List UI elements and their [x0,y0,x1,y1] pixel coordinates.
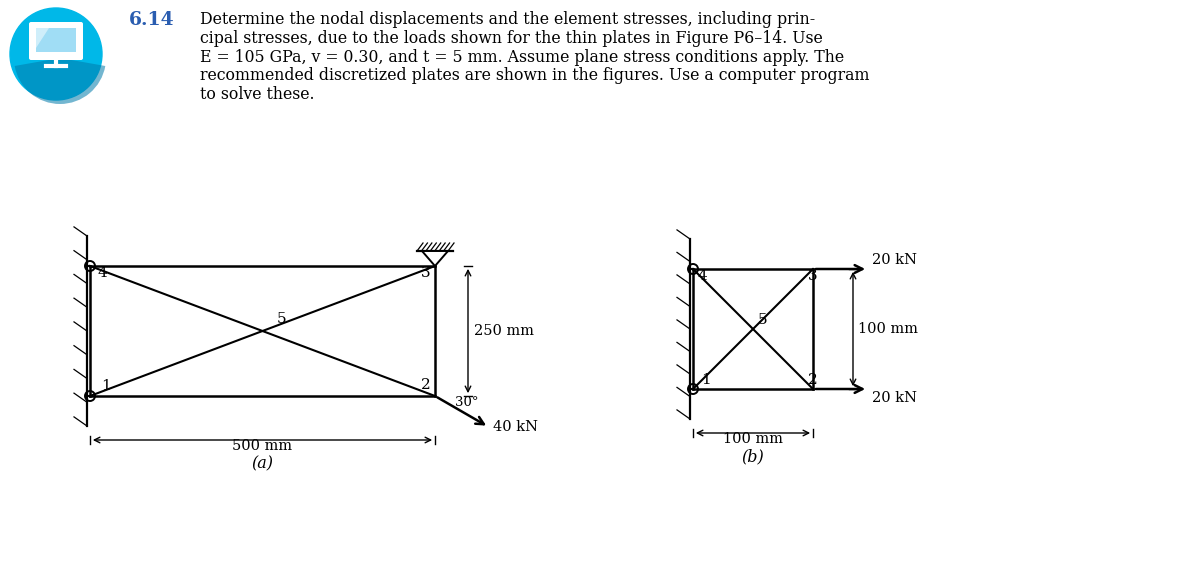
Wedge shape [14,58,106,104]
Text: 4: 4 [98,266,108,280]
Text: 1: 1 [101,379,110,393]
Text: (b): (b) [742,448,764,465]
Text: 5: 5 [276,312,286,326]
Text: to solve these.: to solve these. [200,86,314,103]
Text: 30°: 30° [455,396,479,409]
Circle shape [10,8,102,100]
Text: cipal stresses, due to the loads shown for the thin plates in Figure P6–14. Use: cipal stresses, due to the loads shown f… [200,30,823,47]
Text: 4: 4 [698,269,708,283]
Text: Determine the nodal displacements and the element stresses, including prin-: Determine the nodal displacements and th… [200,11,815,28]
Text: 20 kN: 20 kN [872,391,917,405]
Text: E = 105 GPa, v = 0.30, and t = 5 mm. Assume plane stress conditions apply. The: E = 105 GPa, v = 0.30, and t = 5 mm. Ass… [200,48,844,65]
Polygon shape [36,28,49,48]
Text: 5: 5 [758,313,768,327]
Text: 1: 1 [701,373,710,387]
Text: (a): (a) [252,455,274,472]
Text: 3: 3 [808,269,817,283]
Text: recommended discretized plates are shown in the figures. Use a computer program: recommended discretized plates are shown… [200,67,870,85]
FancyBboxPatch shape [29,22,83,60]
Text: 6.14: 6.14 [130,11,175,29]
Polygon shape [422,251,448,266]
Text: 250 mm: 250 mm [474,324,534,338]
Bar [36,28,76,52]
Text: 20 kN: 20 kN [872,253,917,267]
Text: 500 mm: 500 mm [233,439,293,453]
Text: 2: 2 [421,378,431,392]
Text: 2: 2 [808,373,817,387]
Text: 3: 3 [421,266,431,280]
Text: 100 mm: 100 mm [858,322,918,336]
Text: 40 kN: 40 kN [493,420,538,434]
Text: 100 mm: 100 mm [722,432,784,446]
